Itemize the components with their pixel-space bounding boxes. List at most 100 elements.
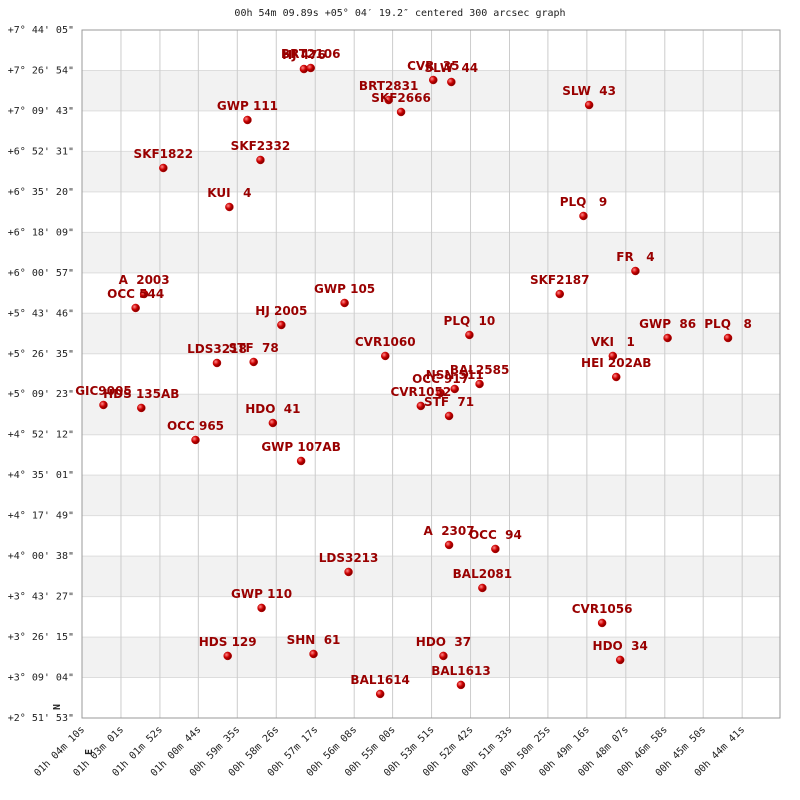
star-point: [306, 63, 315, 73]
y-tick-label: +5° 09' 23": [8, 389, 74, 400]
star-label: BAL1613: [431, 664, 490, 678]
star-point: [344, 567, 353, 577]
star-point: [450, 384, 459, 394]
star-point: [444, 540, 454, 550]
y-tick-label: +6° 35' 20": [8, 187, 74, 198]
star-label: BRT2106: [281, 47, 340, 61]
star-label: CVR1052: [390, 385, 451, 399]
east-marker: E: [84, 749, 95, 755]
star-point: [131, 303, 140, 313]
star-point: [309, 649, 318, 659]
star-label: A 2307: [424, 524, 475, 538]
y-tick-label: +5° 26' 35": [8, 349, 74, 360]
plot-background: [81, 29, 780, 719]
star-point: [268, 418, 278, 428]
star-label: CVR1056: [572, 602, 633, 616]
star-point: [249, 357, 258, 367]
star-point: [159, 163, 168, 173]
star-label: LDS3218: [187, 342, 247, 356]
star-label: KUI 4: [207, 186, 251, 200]
star-label: LDS3213: [319, 551, 379, 565]
star-label: HDO 34: [593, 639, 648, 653]
star-label: GWP 105: [314, 282, 375, 296]
star-label: SKF2666: [371, 91, 431, 105]
star-label: PLQ 9: [560, 195, 608, 209]
star-label: HDS 129: [199, 635, 257, 649]
star-point: [584, 100, 594, 110]
star-label: SKF2187: [530, 273, 590, 287]
star-label: STF 71: [424, 395, 474, 409]
y-tick-label: +4° 35' 01": [8, 470, 74, 481]
band: [82, 556, 780, 597]
star-label: BAL1614: [350, 673, 409, 687]
star-label: SHN 61: [287, 633, 341, 647]
star-point: [429, 75, 438, 85]
star-label: HJ 476: [282, 48, 326, 62]
star-point: [225, 202, 234, 212]
star-label: OCC 917: [412, 372, 469, 386]
star-label: SLW 43: [562, 84, 616, 98]
star-point: [137, 403, 146, 413]
star-label: OCC 544: [107, 287, 164, 301]
star-label: HDS 135AB: [103, 387, 179, 401]
star-point: [555, 289, 565, 299]
star-point: [611, 372, 621, 382]
y-tick-label: +3° 43' 27": [8, 592, 74, 603]
star-point: [444, 411, 454, 421]
y-tick-label: +3° 26' 15": [8, 632, 74, 643]
star-point: [579, 211, 588, 221]
star-label: SKF1822: [134, 147, 194, 161]
star-label: PLQ 10: [444, 314, 496, 328]
star-point: [416, 401, 426, 411]
star-label: GIC9005: [75, 384, 132, 398]
y-tick-label: +7° 09' 43": [8, 106, 74, 117]
star-label: BAL2585: [450, 363, 509, 377]
star-label: PLQ 8: [704, 317, 752, 331]
star-label: SLW 44: [425, 61, 479, 75]
star-label: GWP 107AB: [261, 440, 341, 454]
y-tick-label: +3° 09' 04": [8, 673, 74, 684]
star-point: [243, 115, 252, 125]
star-point: [384, 95, 393, 105]
star-point: [491, 544, 500, 554]
star-point: [723, 333, 733, 343]
star-label: GWP 111: [217, 99, 278, 113]
star-point: [257, 603, 266, 613]
star-label: CVR 35: [407, 59, 459, 73]
star-point: [447, 77, 456, 87]
star-point: [296, 456, 306, 466]
star-point: [191, 435, 200, 445]
star-point: [381, 351, 390, 361]
star-point: [456, 680, 466, 690]
star-label: HDO 37: [416, 635, 471, 649]
star-point: [615, 655, 625, 665]
star-label: FR 4: [616, 250, 654, 264]
star-point: [631, 266, 640, 276]
y-tick-label: +5° 43' 46": [8, 308, 74, 319]
star-point: [99, 400, 108, 410]
y-tick-label: +6° 00' 57": [8, 268, 74, 279]
star-point: [663, 333, 672, 343]
star-label: CVR1060: [355, 335, 416, 349]
y-tick-label: +6° 18' 09": [8, 227, 74, 238]
star-label: OCC 94: [469, 528, 522, 542]
star-point: [396, 107, 406, 117]
chart-title: 00h 54m 09.89s +05° 04′ 19.2″ centered 3…: [234, 8, 565, 19]
north-marker: N: [52, 704, 63, 710]
band: [82, 232, 780, 273]
band: [82, 475, 780, 516]
star-point: [139, 289, 149, 299]
star-label: OCC 965: [167, 419, 224, 433]
y-tick-label: +4° 17' 49": [8, 511, 74, 522]
star-point: [256, 155, 265, 165]
star-label: A 2003: [119, 273, 170, 287]
star-point: [439, 651, 448, 661]
star-point: [277, 320, 286, 330]
star-point: [340, 298, 349, 308]
y-tick-label: +2° 51' 53": [8, 713, 74, 724]
plot-frame: [81, 29, 781, 719]
star-point: [475, 379, 484, 389]
y-tick-label: +7° 26' 54": [8, 65, 74, 76]
